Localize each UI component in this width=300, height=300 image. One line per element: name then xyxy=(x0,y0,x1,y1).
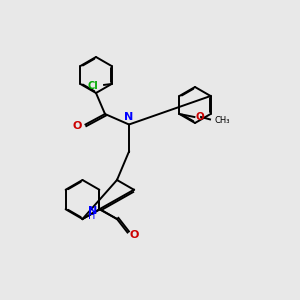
Text: O: O xyxy=(196,112,205,122)
Text: Cl: Cl xyxy=(87,80,98,91)
Text: O: O xyxy=(73,121,82,131)
Text: N: N xyxy=(124,112,134,122)
Text: N: N xyxy=(88,206,97,216)
Text: H: H xyxy=(88,211,95,221)
Text: O: O xyxy=(129,230,138,240)
Text: CH₃: CH₃ xyxy=(214,116,230,125)
